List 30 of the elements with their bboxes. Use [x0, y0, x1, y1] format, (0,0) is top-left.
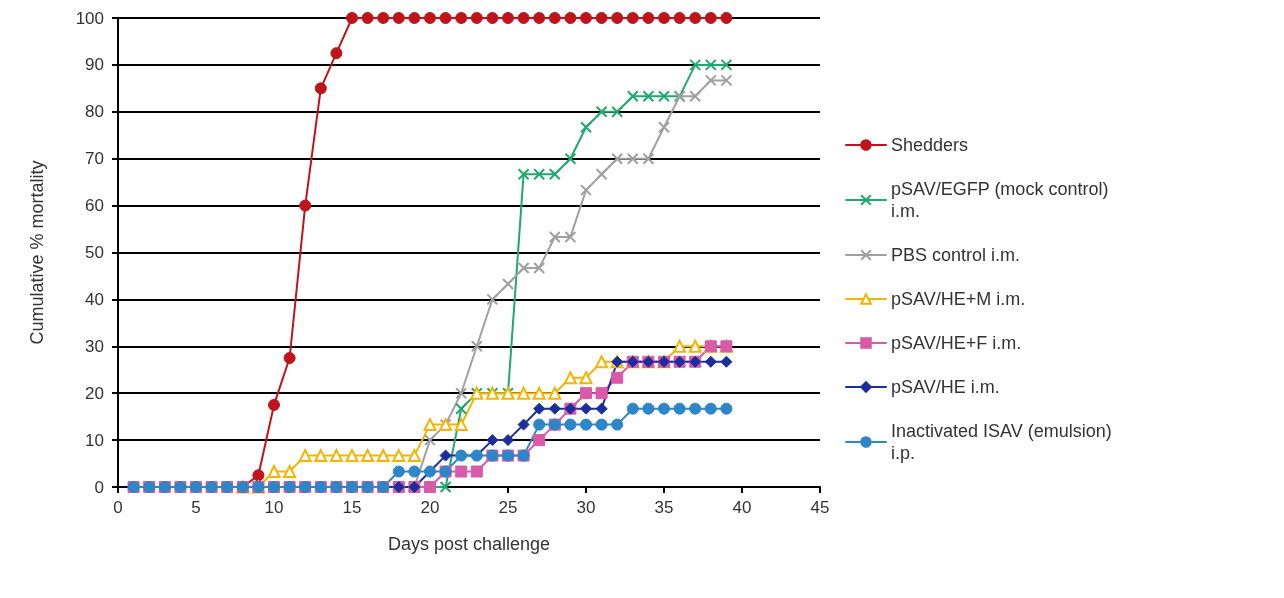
y-tick-label: 20: [85, 383, 104, 403]
y-tick-label: 10: [85, 430, 104, 450]
y-tick-label: 80: [85, 102, 104, 122]
x-tick-label: 40: [732, 498, 752, 517]
x-tick-label: 10: [264, 498, 284, 517]
y-tick-label: 0: [94, 477, 104, 497]
x-tick-label: 20: [420, 498, 440, 517]
y-tick-label: 40: [85, 289, 104, 309]
x-tick-label: 15: [342, 498, 362, 517]
legend-label: PBS control i.m.: [891, 245, 1021, 265]
y-tick-label: 70: [85, 149, 104, 169]
y-tick-label: 50: [85, 243, 104, 262]
y-tick-label: 60: [85, 196, 104, 216]
legend-label: pSAV/HE+F i.m.: [891, 333, 1022, 353]
x-tick-label: 30: [576, 498, 596, 517]
legend-label: pSAV/EGFP (mock control) i.m.: [891, 179, 1114, 221]
x-tick-label: 5: [191, 498, 201, 517]
y-tick-label: 30: [85, 336, 104, 356]
legend-label: Inactivated ISAV (emulsion) i.p.: [891, 421, 1117, 463]
x-tick-label: 35: [654, 498, 674, 517]
y-tick-label: 100: [75, 8, 104, 28]
legend-label: Shedders: [891, 135, 969, 155]
x-tick-label: 0: [113, 498, 123, 517]
legend-label: pSAV/HE i.m.: [891, 377, 1000, 397]
x-tick-label: 25: [498, 498, 518, 517]
legend-label: pSAV/HE+M i.m.: [891, 289, 1026, 309]
x-tick-label: 45: [810, 498, 830, 517]
y-tick-label: 90: [85, 55, 104, 75]
y-axis-title: Cumulative % mortality: [27, 160, 47, 345]
x-axis-title: Days post challenge: [387, 534, 551, 554]
